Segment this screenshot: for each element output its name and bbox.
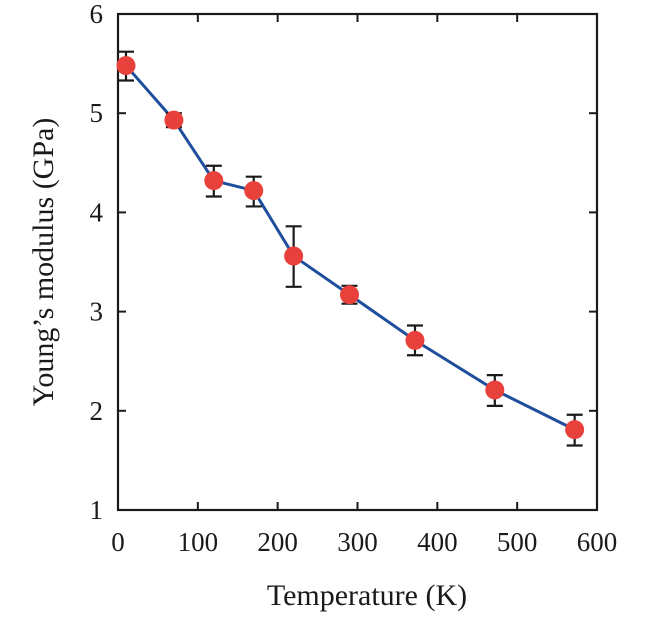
data-point — [244, 181, 264, 201]
x-tick-label: 500 — [497, 527, 538, 557]
y-tick-label: 4 — [90, 197, 104, 227]
error-bars — [117, 50, 583, 447]
plot-frame — [116, 12, 599, 512]
y-tick-labels: 1 2 3 4 5 6 — [90, 0, 104, 525]
y-tick-label: 5 — [90, 98, 104, 128]
y-tick-label: 3 — [90, 297, 104, 327]
y-tick-label: 1 — [90, 495, 104, 525]
series-line — [124, 64, 576, 431]
data-points — [116, 56, 585, 440]
axis-ticks — [117, 13, 598, 511]
data-point — [340, 285, 360, 305]
y-tick-label: 2 — [90, 396, 104, 426]
data-point — [565, 420, 585, 440]
data-point — [485, 380, 505, 400]
x-tick-label: 200 — [257, 527, 298, 557]
y-axis-title: Young’s modulus (GPa) — [27, 118, 60, 407]
data-point — [204, 171, 224, 191]
y-tick-label: 6 — [90, 0, 104, 29]
data-point — [116, 56, 136, 76]
x-tick-label: 600 — [577, 527, 618, 557]
x-tick-label: 300 — [337, 527, 378, 557]
x-axis-title: Temperature (K) — [267, 579, 467, 612]
x-tick-label: 400 — [417, 527, 458, 557]
data-point — [164, 110, 184, 130]
data-point — [405, 330, 425, 350]
x-tick-label: 0 — [111, 527, 125, 557]
data-point — [284, 246, 304, 266]
x-tick-labels: 0 100 200 300 400 500 600 — [111, 527, 617, 557]
x-tick-label: 100 — [178, 527, 219, 557]
